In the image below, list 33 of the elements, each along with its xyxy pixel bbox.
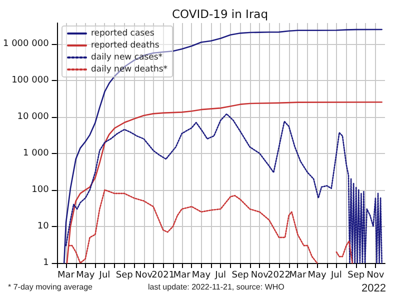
x-tick-label: 2021 bbox=[152, 270, 175, 280]
text: last update: 2022-11-21, source: WHO bbox=[148, 282, 284, 292]
text: 2022 bbox=[362, 282, 386, 294]
x-tick-label: 2022 bbox=[268, 270, 290, 280]
x-tick-label: Nov bbox=[250, 270, 270, 280]
legend-label: daily new cases* bbox=[91, 52, 163, 62]
x-tick-label: Nov bbox=[366, 270, 385, 280]
x-tick-label: May bbox=[76, 270, 96, 280]
x-tick-label: Sep bbox=[232, 270, 250, 280]
text: * 7-day moving average bbox=[8, 282, 94, 292]
x-tick-label: Sep bbox=[348, 270, 365, 280]
x-tick-label: Mar bbox=[173, 270, 191, 280]
legend-label: reported cases bbox=[91, 28, 155, 38]
y-tick-label: 10 bbox=[37, 221, 50, 232]
x-tick-label: May bbox=[308, 270, 328, 280]
legend-label: daily new deaths* bbox=[91, 64, 168, 74]
x-tick-label: Mar bbox=[58, 270, 75, 280]
y-tick-label: 100 000 bbox=[12, 75, 50, 86]
x-tick-label: Jul bbox=[214, 270, 226, 280]
x-tick-label: Jul bbox=[98, 270, 110, 280]
chart-title: COVID-19 in Iraq bbox=[172, 7, 268, 21]
y-tick-label: 10 000 bbox=[17, 112, 50, 122]
x-tick-label: May bbox=[192, 270, 212, 280]
y-tick-label: 1 bbox=[43, 258, 49, 268]
y-tick-label: 1 000 000 bbox=[2, 38, 50, 49]
y-tick-label: 100 bbox=[32, 184, 50, 195]
x-tick-label: Jul bbox=[330, 270, 342, 280]
x-tick-label: Sep bbox=[116, 270, 134, 280]
legend-label: reported deaths bbox=[91, 40, 160, 50]
y-tick-label: 1 000 bbox=[23, 148, 50, 158]
x-tick-label: Mar bbox=[289, 270, 306, 280]
line-series bbox=[63, 28, 382, 264]
x-tick-label: Nov bbox=[134, 270, 154, 280]
